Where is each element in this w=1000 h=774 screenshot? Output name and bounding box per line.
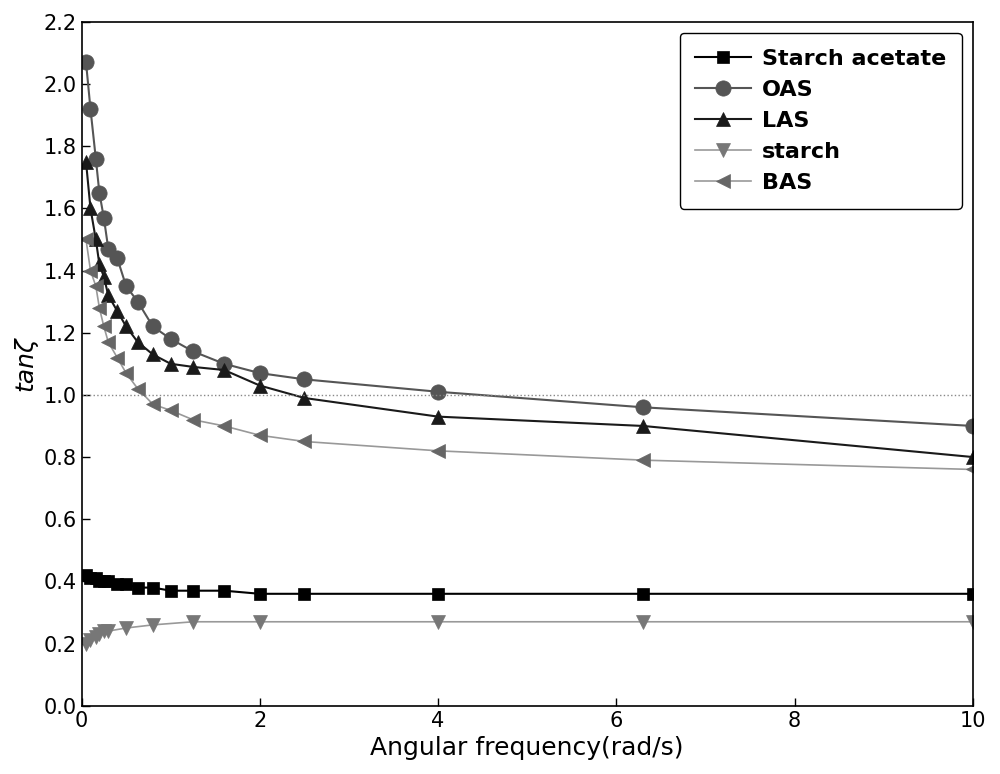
LAS: [98, 272, 110, 282]
Starch acetate: [80, 570, 92, 580]
starch: [637, 617, 649, 626]
OAS: [111, 253, 123, 262]
starch: [967, 617, 979, 626]
Starch acetate: [637, 589, 649, 598]
LAS: [111, 307, 123, 316]
LAS: [132, 337, 144, 347]
starch: [120, 623, 132, 632]
starch: [90, 632, 102, 642]
OAS: [102, 244, 114, 253]
BAS: [218, 421, 230, 430]
Starch acetate: [120, 580, 132, 589]
starch: [84, 635, 96, 645]
Starch acetate: [432, 589, 444, 598]
starch: [254, 617, 266, 626]
LAS: [254, 381, 266, 390]
LAS: [147, 350, 159, 359]
LAS: [102, 291, 114, 300]
OAS: [120, 282, 132, 291]
starch: [98, 626, 110, 635]
Starch acetate: [187, 586, 199, 595]
BAS: [147, 399, 159, 409]
BAS: [187, 415, 199, 424]
LAS: [637, 421, 649, 430]
Line: BAS: BAS: [79, 232, 980, 477]
OAS: [967, 421, 979, 430]
LAS: [218, 365, 230, 375]
OAS: [80, 57, 92, 67]
LAS: [187, 362, 199, 372]
Line: OAS: OAS: [78, 55, 981, 433]
OAS: [98, 213, 110, 222]
LAS: [120, 322, 132, 331]
OAS: [254, 368, 266, 378]
OAS: [637, 402, 649, 412]
starch: [187, 617, 199, 626]
Starch acetate: [98, 577, 110, 586]
Starch acetate: [132, 583, 144, 592]
OAS: [90, 154, 102, 163]
Starch acetate: [298, 589, 310, 598]
Starch acetate: [165, 586, 177, 595]
BAS: [84, 266, 96, 276]
Starch acetate: [111, 580, 123, 589]
BAS: [111, 353, 123, 362]
BAS: [298, 437, 310, 446]
Starch acetate: [147, 583, 159, 592]
Starch acetate: [93, 577, 105, 586]
BAS: [637, 456, 649, 465]
X-axis label: Angular frequency(rad/s): Angular frequency(rad/s): [370, 736, 684, 760]
BAS: [90, 282, 102, 291]
BAS: [102, 337, 114, 347]
LAS: [90, 235, 102, 244]
OAS: [298, 375, 310, 384]
Starch acetate: [102, 577, 114, 586]
Starch acetate: [254, 589, 266, 598]
OAS: [84, 104, 96, 114]
OAS: [132, 297, 144, 307]
LAS: [967, 452, 979, 461]
Line: Starch acetate: Starch acetate: [80, 569, 979, 600]
starch: [93, 629, 105, 639]
LAS: [298, 393, 310, 402]
starch: [80, 639, 92, 648]
Starch acetate: [218, 586, 230, 595]
OAS: [93, 188, 105, 197]
LAS: [432, 412, 444, 421]
LAS: [165, 359, 177, 368]
LAS: [84, 204, 96, 213]
BAS: [93, 303, 105, 313]
OAS: [218, 359, 230, 368]
BAS: [432, 446, 444, 455]
Line: LAS: LAS: [79, 155, 980, 464]
OAS: [187, 347, 199, 356]
Starch acetate: [967, 589, 979, 598]
Legend: Starch acetate, OAS, LAS, starch, BAS: Starch acetate, OAS, LAS, starch, BAS: [680, 33, 962, 208]
BAS: [254, 430, 266, 440]
Starch acetate: [90, 574, 102, 583]
Line: starch: starch: [79, 615, 980, 650]
LAS: [93, 260, 105, 269]
starch: [147, 620, 159, 629]
BAS: [80, 235, 92, 244]
BAS: [132, 384, 144, 393]
BAS: [120, 368, 132, 378]
OAS: [165, 334, 177, 344]
Y-axis label: tanζ: tanζ: [14, 337, 38, 391]
starch: [102, 626, 114, 635]
Starch acetate: [84, 574, 96, 583]
BAS: [165, 406, 177, 415]
LAS: [80, 157, 92, 166]
BAS: [98, 322, 110, 331]
BAS: [967, 465, 979, 474]
starch: [432, 617, 444, 626]
OAS: [432, 387, 444, 396]
OAS: [147, 322, 159, 331]
